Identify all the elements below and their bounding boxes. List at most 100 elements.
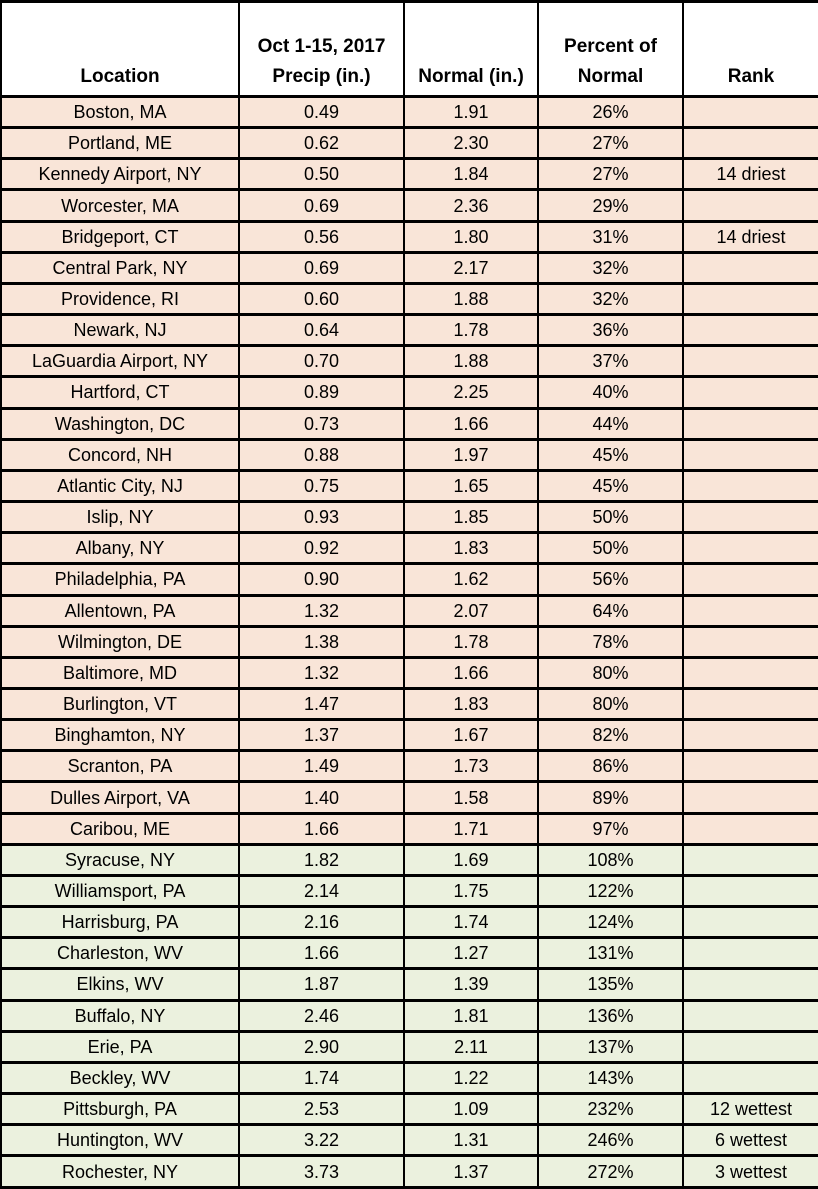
cell-rank: 6 wettest xyxy=(682,1123,818,1158)
cell-normal: 1.91 xyxy=(403,94,539,130)
cell-precip: 0.69 xyxy=(238,188,405,223)
table-row: Worcester, MA 0.69 2.36 29% xyxy=(0,188,818,223)
cell-normal: 1.66 xyxy=(403,655,539,690)
cell-normal: 1.88 xyxy=(403,344,539,379)
cell-precip: 0.70 xyxy=(238,344,405,379)
cell-normal: 2.11 xyxy=(403,1029,539,1064)
cell-precip: 1.66 xyxy=(238,811,405,846)
cell-normal: 1.78 xyxy=(403,313,539,348)
table-row: Burlington, VT 1.47 1.83 80% xyxy=(0,686,818,722)
cell-rank xyxy=(682,936,818,971)
cell-location: Baltimore, MD xyxy=(0,655,240,690)
cell-location: Rochester, NY xyxy=(0,1154,240,1189)
cell-percent: 36% xyxy=(537,313,684,348)
header-location: Location xyxy=(0,0,240,98)
cell-normal: 1.37 xyxy=(403,1154,539,1189)
cell-normal: 1.97 xyxy=(403,437,539,472)
cell-location: Williamsport, PA xyxy=(0,873,240,909)
cell-percent: 44% xyxy=(537,406,684,441)
cell-rank xyxy=(682,1029,818,1064)
table-row: Huntington, WV 3.22 1.31 246% 6 wettest xyxy=(0,1123,818,1158)
cell-location: Wilmington, DE xyxy=(0,624,240,659)
cell-precip: 1.74 xyxy=(238,1060,405,1096)
cell-normal: 1.58 xyxy=(403,780,539,815)
cell-normal: 1.78 xyxy=(403,624,539,659)
cell-location: Hartford, CT xyxy=(0,375,240,410)
table-row: Scranton, PA 1.49 1.73 86% xyxy=(0,749,818,784)
table-row: Boston, MA 0.49 1.91 26% xyxy=(0,94,818,130)
cell-percent: 32% xyxy=(537,250,684,285)
cell-precip: 1.87 xyxy=(238,967,405,1002)
cell-normal: 2.07 xyxy=(403,593,539,628)
cell-percent: 27% xyxy=(537,126,684,161)
cell-precip: 0.49 xyxy=(238,94,405,130)
cell-precip: 0.73 xyxy=(238,406,405,441)
header-percent: Percent of Normal xyxy=(537,0,684,98)
cell-location: Washington, DC xyxy=(0,406,240,441)
cell-percent: 80% xyxy=(537,686,684,722)
cell-normal: 1.27 xyxy=(403,936,539,971)
cell-precip: 0.64 xyxy=(238,313,405,348)
cell-rank xyxy=(682,842,818,877)
cell-precip: 2.53 xyxy=(238,1091,405,1127)
cell-normal: 1.69 xyxy=(403,842,539,877)
cell-precip: 1.38 xyxy=(238,624,405,659)
cell-normal: 1.80 xyxy=(403,219,539,254)
cell-rank xyxy=(682,562,818,597)
cell-percent: 137% xyxy=(537,1029,684,1064)
table-row: Binghamton, NY 1.37 1.67 82% xyxy=(0,718,818,753)
cell-normal: 1.83 xyxy=(403,531,539,566)
cell-precip: 1.32 xyxy=(238,655,405,690)
table-row: Providence, RI 0.60 1.88 32% xyxy=(0,281,818,317)
cell-rank xyxy=(682,344,818,379)
cell-normal: 1.71 xyxy=(403,811,539,846)
cell-normal: 2.30 xyxy=(403,126,539,161)
cell-rank xyxy=(682,655,818,690)
cell-percent: 50% xyxy=(537,500,684,535)
cell-rank xyxy=(682,313,818,348)
cell-percent: 131% xyxy=(537,936,684,971)
cell-location: Philadelphia, PA xyxy=(0,562,240,597)
cell-precip: 1.32 xyxy=(238,593,405,628)
table-row: Central Park, NY 0.69 2.17 32% xyxy=(0,250,818,285)
cell-rank: 14 driest xyxy=(682,157,818,192)
table-row: Bridgeport, CT 0.56 1.80 31% 14 driest xyxy=(0,219,818,254)
table-row: Wilmington, DE 1.38 1.78 78% xyxy=(0,624,818,659)
cell-percent: 122% xyxy=(537,873,684,909)
cell-rank xyxy=(682,188,818,223)
cell-precip: 0.60 xyxy=(238,281,405,317)
cell-location: Worcester, MA xyxy=(0,188,240,223)
cell-percent: 27% xyxy=(537,157,684,192)
cell-precip: 3.22 xyxy=(238,1123,405,1158)
cell-precip: 1.66 xyxy=(238,936,405,971)
cell-rank: 3 wettest xyxy=(682,1154,818,1189)
cell-location: Dulles Airport, VA xyxy=(0,780,240,815)
table-row: Buffalo, NY 2.46 1.81 136% xyxy=(0,998,818,1033)
cell-percent: 143% xyxy=(537,1060,684,1096)
cell-rank xyxy=(682,531,818,566)
cell-location: Boston, MA xyxy=(0,94,240,130)
cell-rank xyxy=(682,1060,818,1096)
table-row: Hartford, CT 0.89 2.25 40% xyxy=(0,375,818,410)
cell-normal: 1.09 xyxy=(403,1091,539,1127)
cell-rank: 14 driest xyxy=(682,219,818,254)
cell-percent: 86% xyxy=(537,749,684,784)
cell-percent: 124% xyxy=(537,905,684,940)
cell-precip: 2.16 xyxy=(238,905,405,940)
cell-percent: 37% xyxy=(537,344,684,379)
cell-percent: 246% xyxy=(537,1123,684,1158)
table-row: Erie, PA 2.90 2.11 137% xyxy=(0,1029,818,1064)
cell-rank xyxy=(682,998,818,1033)
cell-precip: 0.75 xyxy=(238,468,405,504)
cell-precip: 0.69 xyxy=(238,250,405,285)
cell-location: Albany, NY xyxy=(0,531,240,566)
cell-location: Erie, PA xyxy=(0,1029,240,1064)
cell-percent: 29% xyxy=(537,188,684,223)
table-row: Syracuse, NY 1.82 1.69 108% xyxy=(0,842,818,877)
cell-normal: 2.17 xyxy=(403,250,539,285)
cell-location: Syracuse, NY xyxy=(0,842,240,877)
table-row: Dulles Airport, VA 1.40 1.58 89% xyxy=(0,780,818,815)
cell-normal: 1.88 xyxy=(403,281,539,317)
cell-precip: 3.73 xyxy=(238,1154,405,1189)
